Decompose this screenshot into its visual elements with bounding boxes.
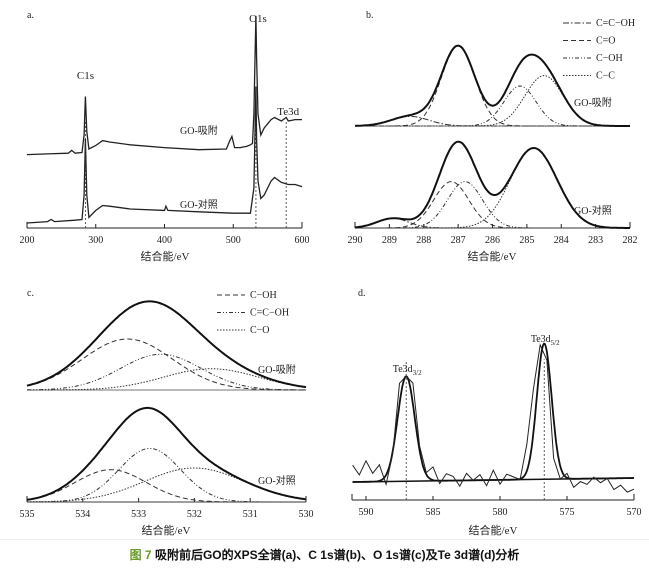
panel-a-peak-label: C1s <box>77 70 94 82</box>
panel-d-peak-label-subscript: 5/2 <box>551 339 560 347</box>
figure-caption: 图 7 吸附前后GO的XPS全谱(a)、C 1s谱(b)、O 1s谱(c)及Te… <box>0 546 649 563</box>
panel-b-envelope-curve <box>354 140 630 229</box>
panel-b-tick-label: 286 <box>485 235 500 246</box>
panel-c-envelope-curve <box>26 300 307 389</box>
panel-d-raw-data-line <box>352 343 635 493</box>
panel-c-tick-label: 535 <box>20 509 35 520</box>
panel-d-tick-label: 590 <box>359 507 374 518</box>
panel-b-tick-label: 288 <box>416 235 431 246</box>
panel-c-legend-entry: C−OH <box>250 290 277 301</box>
panel-b-component-curve <box>355 181 630 229</box>
panel-c-label: c. <box>27 288 34 299</box>
panel-d-tick-label: 575 <box>560 507 575 518</box>
panel-d-peak-label: Te3d3/2 <box>393 364 422 377</box>
panel-c-xlabel: 结合能/eV <box>142 523 191 537</box>
panel-c-series-label: GO-吸附 <box>258 363 296 376</box>
panel-a-survey-spectrum: a. 200 300 400 500 600 C1s O1s Te3d GO-吸附 GO-对照 结… <box>20 10 310 263</box>
panel-b-component-curve <box>355 75 630 127</box>
panel-d-tick-label: 570 <box>627 507 642 518</box>
panel-c-legend-entry: C−O <box>250 325 270 336</box>
panel-b-tick-label: 287 <box>451 235 466 246</box>
panel-a-tick-label: 600 <box>295 235 310 246</box>
panel-c-envelope-curve <box>26 406 307 501</box>
caption-divider <box>0 539 649 540</box>
panel-a-series-line <box>26 86 303 224</box>
panel-b-series-label: GO-吸附 <box>574 96 612 109</box>
panel-a-xlabel: 结合能/eV <box>141 249 190 263</box>
panel-b-tick-label: 285 <box>519 235 534 246</box>
panel-d-xlabel: 结合能/eV <box>469 523 518 537</box>
panel-a-series-label: GO-对照 <box>180 198 218 211</box>
panel-c-tick-label: 532 <box>187 509 202 520</box>
panel-b-legend-entry: C=O <box>596 36 616 47</box>
panel-b-legend-entry: C−OH <box>596 53 623 64</box>
panel-a-series-line <box>26 15 302 156</box>
panel-d-fit-curve <box>352 342 634 483</box>
panel-a-peak-label: O1s <box>249 13 267 25</box>
panel-c-tick-label: 534 <box>75 509 90 520</box>
panel-c-o1s-spectrum: c. 535 534 533 532 531 530 GO-吸附 GO-对照 C−OH C=C−O… <box>20 288 314 537</box>
panel-b-tick-label: 284 <box>554 235 569 246</box>
panel-d-label: d. <box>358 288 366 299</box>
panel-c-component-curve <box>26 353 306 391</box>
panel-a-peak-label: Te3d <box>277 106 299 118</box>
panel-d-tick-label: 585 <box>426 507 441 518</box>
panel-b-c1s-spectrum: b. 290 289 288 287 286 285 284 283 282 GO-吸附 GO-对照… <box>348 10 638 263</box>
panel-a-series-label: GO-吸附 <box>180 124 218 137</box>
panel-a-label: a. <box>27 10 34 21</box>
panel-b-tick-label: 289 <box>382 235 397 246</box>
panel-c-component-curve <box>27 447 306 503</box>
panel-c-tick-label: 530 <box>299 509 314 520</box>
panel-b-label: b. <box>366 10 374 21</box>
panel-d-tick-label: 580 <box>493 507 508 518</box>
panel-a-tick-label: 500 <box>226 235 241 246</box>
panel-b-legend-entry: C=C−OH <box>596 18 635 29</box>
panel-b-envelope-curve <box>354 44 630 127</box>
panel-a-tick-label: 400 <box>157 235 172 246</box>
panel-a-tick-label: 200 <box>20 235 35 246</box>
panel-c-tick-label: 531 <box>243 509 258 520</box>
panel-b-series-label: GO-对照 <box>574 204 612 217</box>
panel-b-xlabel: 结合能/eV <box>468 249 517 263</box>
panel-c-series-label: GO-对照 <box>258 474 296 487</box>
panel-b-component-curve <box>355 181 630 229</box>
panel-c-component-curve <box>27 368 307 391</box>
panel-b-component-curve <box>355 45 630 127</box>
figure-number: 图 7 <box>129 548 152 562</box>
panel-a-tick-label: 300 <box>88 235 103 246</box>
panel-d-peak-label-subscript: 3/2 <box>413 369 422 377</box>
panel-b-legend-entry: C−C <box>596 71 615 82</box>
panel-c-legend-entry: C=C−OH <box>250 308 289 319</box>
caption-text: 吸附前后GO的XPS全谱(a)、C 1s谱(b)、O 1s谱(c)及Te 3d谱… <box>154 548 520 562</box>
panel-b-tick-label: 282 <box>623 235 638 246</box>
panel-b-tick-label: 290 <box>348 235 363 246</box>
panel-b-tick-label: 283 <box>588 235 603 246</box>
panel-c-tick-label: 533 <box>131 509 146 520</box>
